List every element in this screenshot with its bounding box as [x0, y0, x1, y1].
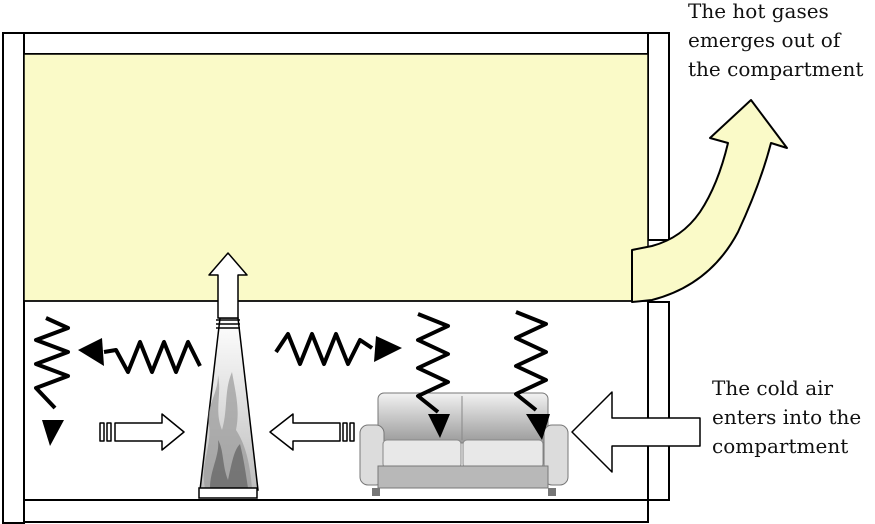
radiation-arrow-sofa-left	[416, 312, 450, 414]
radiation-arrowhead-left	[78, 338, 104, 366]
hot-gas-layer	[23, 53, 649, 302]
ceiling	[23, 32, 649, 55]
radiation-arrowhead-left-down	[42, 420, 64, 446]
radiation-arrow-left	[103, 340, 202, 374]
cold-air-caption-line-1: The cold air	[712, 376, 834, 400]
right-wall-upper	[647, 32, 670, 241]
cold-air-caption: The cold air enters into the compartment	[712, 374, 861, 461]
cold-air-caption-line-2: enters into the	[712, 405, 862, 429]
hollow-arrow-icon	[99, 391, 701, 473]
hot-gases-caption-line-3: the compartment	[688, 57, 864, 81]
radiation-arrow-sofa-right	[514, 310, 548, 412]
radiation-arrowhead-sofa-right	[526, 414, 550, 440]
hot-gases-caption: The hot gases emerges out of the compart…	[688, 0, 863, 84]
cold-air-caption-line-3: compartment	[712, 434, 849, 458]
cold-air-arrow-right-to-fire	[269, 413, 355, 451]
sofa-icon	[359, 392, 569, 496]
cold-air-arrow-left-to-fire	[99, 413, 185, 451]
hot-gases-caption-line-1: The hot gases	[688, 0, 829, 23]
right-wall-lower	[647, 301, 670, 501]
radiation-arrow-right	[274, 332, 374, 366]
hot-gas-outflow-arrow	[631, 99, 788, 303]
radiation-arrowhead-right	[374, 336, 402, 362]
radiation-arrowhead-sofa-left	[428, 414, 450, 438]
cold-air-inflow-arrow	[571, 391, 701, 473]
left-wall	[2, 32, 25, 524]
compartment	[2, 32, 670, 524]
plume-up-arrow	[208, 252, 248, 319]
radiation-arrow-left-down	[34, 316, 70, 410]
radiation-wave-arrow-icon	[34, 310, 550, 446]
floor	[23, 499, 649, 523]
fire-icon	[198, 317, 259, 499]
hot-gases-caption-line-2: emerges out of	[688, 28, 841, 52]
